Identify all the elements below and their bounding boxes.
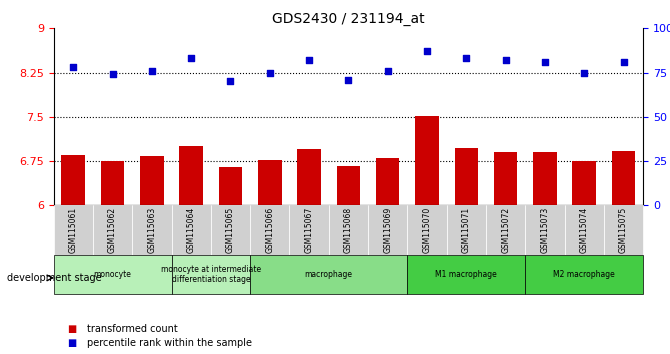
- Text: ■: ■: [67, 338, 76, 348]
- FancyBboxPatch shape: [93, 205, 132, 255]
- FancyBboxPatch shape: [172, 205, 211, 255]
- Text: monocyte at intermediate
differentiation stage: monocyte at intermediate differentiation…: [161, 265, 261, 284]
- Text: GSM115074: GSM115074: [580, 207, 589, 253]
- Point: [461, 56, 472, 61]
- FancyBboxPatch shape: [54, 205, 93, 255]
- Text: GSM115066: GSM115066: [265, 207, 274, 253]
- Point: [579, 70, 590, 75]
- Title: GDS2430 / 231194_at: GDS2430 / 231194_at: [272, 12, 425, 26]
- Text: development stage: development stage: [7, 273, 101, 283]
- Text: GSM115070: GSM115070: [423, 207, 431, 253]
- FancyBboxPatch shape: [407, 205, 447, 255]
- Point: [265, 70, 275, 75]
- Text: M1 macrophage: M1 macrophage: [436, 270, 497, 279]
- FancyBboxPatch shape: [407, 255, 525, 294]
- Bar: [454, 148, 478, 205]
- Text: GSM115073: GSM115073: [541, 207, 549, 253]
- Text: M2 macrophage: M2 macrophage: [553, 270, 615, 279]
- FancyBboxPatch shape: [250, 255, 407, 294]
- Text: macrophage: macrophage: [305, 270, 352, 279]
- Bar: [612, 151, 635, 205]
- Text: transformed count: transformed count: [87, 324, 178, 334]
- Text: GSM115072: GSM115072: [501, 207, 510, 253]
- Text: GSM115069: GSM115069: [383, 207, 392, 253]
- FancyBboxPatch shape: [289, 205, 329, 255]
- FancyBboxPatch shape: [211, 205, 250, 255]
- Text: GSM115062: GSM115062: [108, 207, 117, 253]
- FancyBboxPatch shape: [486, 205, 525, 255]
- Point: [225, 79, 236, 84]
- Bar: [62, 155, 85, 205]
- Bar: [533, 152, 557, 205]
- Point: [107, 72, 118, 77]
- Bar: [100, 161, 125, 205]
- Text: GSM115068: GSM115068: [344, 207, 353, 253]
- Text: GSM115071: GSM115071: [462, 207, 471, 253]
- Text: GSM115061: GSM115061: [69, 207, 78, 253]
- Bar: [336, 166, 360, 205]
- Point: [147, 68, 157, 74]
- Bar: [180, 146, 203, 205]
- Point: [304, 57, 314, 63]
- Point: [68, 64, 78, 70]
- Bar: [572, 161, 596, 205]
- Point: [539, 59, 550, 65]
- Bar: [140, 156, 163, 205]
- FancyBboxPatch shape: [368, 205, 407, 255]
- FancyBboxPatch shape: [604, 205, 643, 255]
- FancyBboxPatch shape: [172, 255, 250, 294]
- Bar: [297, 149, 321, 205]
- FancyBboxPatch shape: [525, 205, 565, 255]
- Text: percentile rank within the sample: percentile rank within the sample: [87, 338, 252, 348]
- Text: GSM115075: GSM115075: [619, 207, 628, 253]
- Text: GSM115067: GSM115067: [305, 207, 314, 253]
- Bar: [258, 160, 281, 205]
- Bar: [218, 167, 243, 205]
- FancyBboxPatch shape: [525, 255, 643, 294]
- Text: ■: ■: [67, 324, 76, 334]
- Text: monocyte: monocyte: [94, 270, 131, 279]
- Point: [383, 68, 393, 74]
- Text: GSM115064: GSM115064: [187, 207, 196, 253]
- Bar: [494, 152, 517, 205]
- Point: [186, 56, 196, 61]
- FancyBboxPatch shape: [565, 205, 604, 255]
- FancyBboxPatch shape: [329, 205, 368, 255]
- Point: [618, 59, 629, 65]
- FancyBboxPatch shape: [54, 255, 172, 294]
- FancyBboxPatch shape: [447, 205, 486, 255]
- Bar: [415, 116, 439, 205]
- FancyBboxPatch shape: [132, 205, 172, 255]
- Point: [500, 57, 511, 63]
- Point: [421, 48, 432, 54]
- Text: GSM115063: GSM115063: [147, 207, 156, 253]
- Point: [343, 77, 354, 82]
- Bar: [376, 158, 399, 205]
- FancyBboxPatch shape: [250, 205, 289, 255]
- Text: GSM115065: GSM115065: [226, 207, 235, 253]
